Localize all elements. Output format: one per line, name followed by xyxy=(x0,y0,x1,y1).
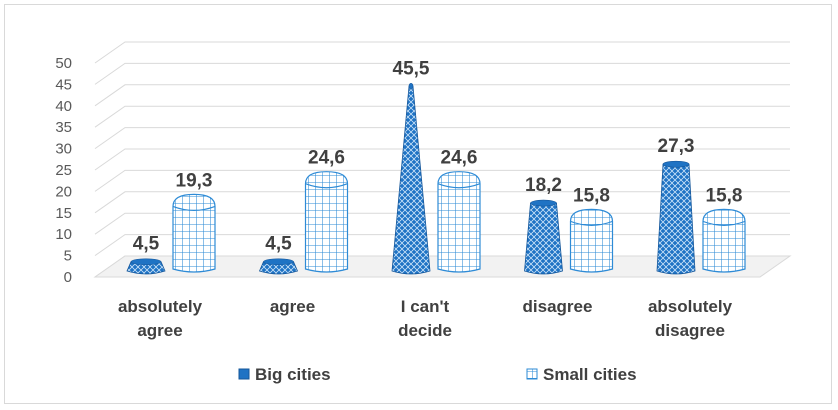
y-tick-label: 50 xyxy=(55,55,72,72)
bar-big-cities xyxy=(656,160,696,275)
y-tick-label: 10 xyxy=(55,226,72,243)
category-label-line: decide xyxy=(398,321,452,340)
bar-big-cities-top xyxy=(130,258,162,266)
bar-small-cities-body xyxy=(702,208,746,273)
bar-small-cities xyxy=(172,193,216,273)
category-label: I can't decide xyxy=(398,297,452,340)
legend-swatch-big-cities xyxy=(238,368,250,380)
y-tick-label: 35 xyxy=(55,119,72,136)
y-tick-label: 5 xyxy=(64,248,72,265)
bar-big-cities-top xyxy=(662,160,690,168)
category-label-line: I can't xyxy=(401,297,450,316)
legend-label-big-cities: Big cities xyxy=(255,365,331,384)
y-tick-label: 40 xyxy=(55,98,72,115)
bar-big-cities-top xyxy=(530,199,557,207)
gridline xyxy=(94,105,790,128)
bar-big-cities-body xyxy=(391,83,431,275)
category-label-line: disagree xyxy=(655,321,725,340)
category-label: disagree xyxy=(523,297,593,316)
legend-label-small-cities: Small cities xyxy=(543,365,637,384)
value-label-big-cities: 4,5 xyxy=(133,234,160,255)
value-label-small-cities: 24,6 xyxy=(308,148,345,169)
bar-small-cities-rim xyxy=(437,183,481,189)
category-label-line: agree xyxy=(270,297,315,316)
bar-small-cities xyxy=(437,171,481,273)
category-label-line: disagree xyxy=(523,297,593,316)
y-tick-label: 25 xyxy=(55,162,72,179)
category-label: absolutely disagree xyxy=(648,297,733,340)
gridline xyxy=(94,234,790,257)
bar-big-cities xyxy=(258,258,299,275)
bar-small-cities-rim xyxy=(172,205,216,211)
category-label-line: agree xyxy=(137,321,182,340)
gridline xyxy=(94,127,790,150)
bar-small-cities-rim xyxy=(702,220,746,226)
bar-big-cities-body xyxy=(524,200,563,275)
bar-small-cities-body xyxy=(172,193,216,273)
gridline xyxy=(94,212,790,235)
bar-big-cities xyxy=(391,82,431,275)
gridline xyxy=(94,62,790,85)
y-tick-label: 15 xyxy=(55,205,72,222)
y-tick-label: 20 xyxy=(55,183,72,200)
legend-item-big-cities: Big cities xyxy=(238,365,331,384)
gridline xyxy=(94,41,790,64)
value-label-big-cities: 45,5 xyxy=(393,58,430,79)
legend-swatch-small-cities xyxy=(526,368,538,380)
bar-small-cities-body xyxy=(569,208,614,273)
gridline xyxy=(94,191,790,214)
bar-big-cities-body xyxy=(656,161,696,275)
category-label-line: absolutely xyxy=(648,297,733,316)
bar-big-cities xyxy=(126,258,166,275)
category-label: absolutely agree xyxy=(118,297,203,340)
gridline xyxy=(94,148,790,171)
y-tick-label: 0 xyxy=(64,269,72,286)
bar-small-cities-body xyxy=(304,171,349,273)
bar-big-cities-top xyxy=(263,258,294,266)
bar-small-cities-rim xyxy=(305,183,348,189)
value-label-small-cities: 19,3 xyxy=(176,170,213,191)
bar-small-cities-body xyxy=(437,171,481,273)
category-label-line: absolutely xyxy=(118,297,203,316)
gridline xyxy=(94,84,790,107)
value-label-big-cities: 4,5 xyxy=(265,234,292,255)
bar-small-cities xyxy=(702,208,746,273)
y-tick-label: 30 xyxy=(55,141,72,158)
bar-big-cities xyxy=(524,199,563,275)
value-label-big-cities: 18,2 xyxy=(525,175,562,196)
bar-small-cities xyxy=(569,208,614,273)
value-label-big-cities: 27,3 xyxy=(658,136,695,157)
bar-big-cities-top xyxy=(408,82,414,90)
gridline xyxy=(94,169,790,192)
value-label-small-cities: 15,8 xyxy=(573,185,610,206)
category-label: agree xyxy=(270,297,315,316)
value-label-small-cities: 15,8 xyxy=(706,185,743,206)
bar-small-cities-rim xyxy=(570,220,613,226)
bar-small-cities xyxy=(304,171,349,273)
legend-item-small-cities: Small cities xyxy=(526,365,637,384)
value-label-small-cities: 24,6 xyxy=(441,148,478,169)
y-tick-label: 45 xyxy=(55,76,72,93)
